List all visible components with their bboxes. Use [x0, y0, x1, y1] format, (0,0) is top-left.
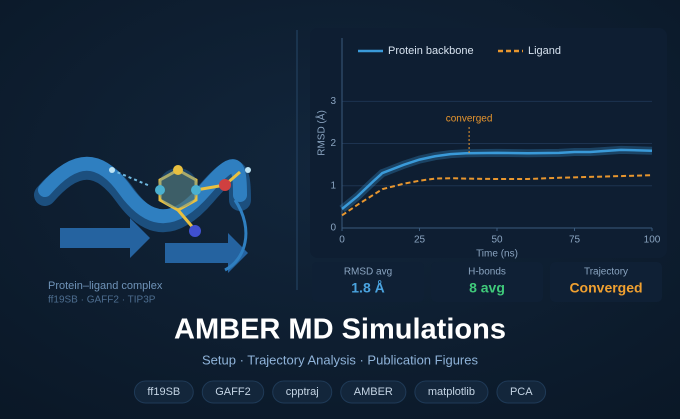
y-tick-label: 3	[330, 96, 336, 107]
arrow	[165, 233, 248, 273]
loop	[224, 199, 248, 272]
tag	[414, 380, 489, 404]
stat-card	[312, 262, 424, 302]
tag	[133, 380, 194, 404]
title: AMBER MD Simulations	[174, 314, 506, 346]
tag	[201, 380, 265, 404]
atom	[219, 179, 231, 191]
stat-label: Trajectory	[584, 267, 628, 278]
x-tick-label: 0	[339, 235, 345, 246]
tag-label: AMBER	[354, 386, 393, 398]
legend-label: Ligand	[528, 45, 561, 57]
stat-card	[431, 262, 543, 302]
x-tick-label: 25	[414, 235, 426, 246]
chart-panel	[310, 28, 667, 258]
series-line	[341, 174, 653, 217]
ribbon	[38, 156, 247, 224]
caption: Protein–ligand complex	[48, 280, 163, 292]
tag-label: cpptraj	[286, 386, 319, 398]
atom	[155, 185, 165, 195]
tag	[272, 380, 333, 404]
chart: 0 1 2 3 0 25 50 75 100 Time (ns) RMSD (Å) Protein b…	[315, 38, 661, 260]
x-tick-label: 75	[569, 235, 581, 246]
tag-label: matplotlib	[428, 386, 475, 398]
stat-card	[550, 262, 662, 302]
annotation: converged	[446, 114, 493, 125]
atom	[109, 167, 115, 173]
y-tick-label: 2	[330, 138, 336, 149]
subtitle: Setup · Trajectory Analysis · Publicatio…	[202, 352, 479, 367]
y-tick-label: 1	[330, 180, 336, 191]
stat-value: 1.8 Å	[351, 280, 384, 296]
y-axis-label: RMSD (Å)	[315, 110, 328, 156]
atom	[191, 185, 201, 195]
stats: RMSD avg 1.8 Å H-bonds 8 avg Trajectory Conve…	[312, 262, 662, 302]
x-tick-label: 50	[491, 235, 503, 246]
stat-value: Converged	[569, 280, 642, 296]
atom	[189, 225, 201, 237]
tag	[496, 380, 547, 404]
tag-label: GAFF2	[215, 386, 250, 398]
series-line	[341, 148, 653, 210]
subcaption: ff19SB · GAFF2 · TIP3P	[48, 295, 156, 306]
tag-label: PCA	[510, 386, 533, 398]
x-axis-label: Time (ns)	[476, 249, 518, 260]
tags: ff19SB GAFF2 cpptraj AMBER matplotlib PCA	[133, 380, 547, 404]
stat-label: H-bonds	[468, 267, 506, 278]
illustration: Protein–ligand complex ff19SB · GAFF2 · …	[34, 156, 251, 306]
tag-label: ff19SB	[147, 386, 180, 398]
stat-value: 8 avg	[469, 280, 505, 296]
stat-label: RMSD avg	[344, 267, 392, 278]
x-tick-label: 100	[644, 235, 661, 246]
arrow	[60, 218, 150, 258]
hbond	[111, 169, 151, 187]
pocket	[158, 168, 198, 208]
atom	[245, 167, 251, 173]
tag	[340, 380, 407, 404]
y-tick-label: 0	[330, 223, 336, 234]
legend-label: Protein backbone	[388, 45, 474, 57]
atom	[173, 165, 183, 175]
